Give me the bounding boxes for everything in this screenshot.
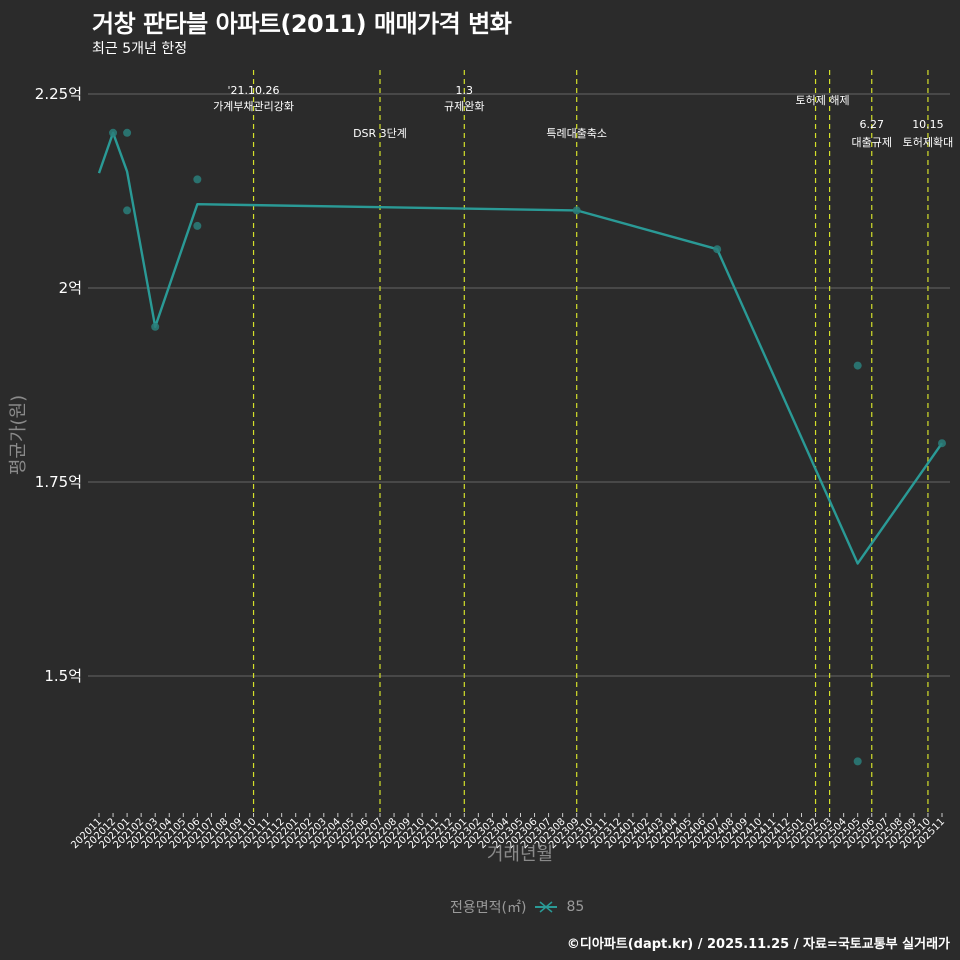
event-annotation: 규제완화 <box>444 100 484 113</box>
trade-point <box>193 175 202 184</box>
trade-point <box>572 206 581 215</box>
event-annotation: 토허제확대 <box>903 136 954 149</box>
trade-point <box>123 128 132 137</box>
event-annotation: 가계부채관리강화 <box>213 100 294 113</box>
trade-point <box>853 361 862 370</box>
chart-subtitle: 최근 5개년 한정 <box>92 41 188 57</box>
event-annotation: 특례대출축소 <box>546 127 607 140</box>
y-tick-label: 1.75억 <box>35 473 82 491</box>
y-tick-label: 2.25억 <box>35 85 82 103</box>
legend: 전용면적(㎡) 85 <box>450 897 584 917</box>
trade-point <box>938 439 946 448</box>
event-annotation: 1.3 <box>456 84 474 97</box>
legend-line-point-icon <box>534 899 558 915</box>
event-annotation: 토허제 해제 <box>796 93 850 107</box>
trade-point <box>193 221 202 230</box>
event-annotation: 10.15 <box>912 118 944 131</box>
event-annotation: DSR 3단계 <box>353 127 407 140</box>
legend-item-85: 85 <box>566 899 585 915</box>
event-annotation: 6.27 <box>860 118 885 131</box>
x-axis: 2020112020122021012021022021032021042021… <box>69 813 947 851</box>
trade-point <box>123 206 132 215</box>
grid-lines <box>88 93 950 677</box>
trade-point <box>713 245 722 254</box>
y-tick-label: 2억 <box>59 279 82 297</box>
source-caption: ©디아파트(dapt.kr) / 2025.11.25 / 자료=국토교통부 실… <box>566 937 950 952</box>
price-line <box>97 131 943 565</box>
trade-point <box>151 322 160 331</box>
y-axis: 1.5억 1.75억 2억 2.25억 <box>35 85 82 685</box>
trade-point <box>853 757 862 766</box>
chart-title: 거창 판타블 아파트(2011) 매매가격 변화 <box>92 10 512 38</box>
event-annotation: 대출규제 <box>852 136 892 149</box>
y-axis-title: 평균가(원) <box>8 395 29 475</box>
legend-title: 전용면적(㎡) <box>450 900 527 916</box>
price-series <box>97 128 946 766</box>
y-tick-label: 1.5억 <box>44 667 82 685</box>
x-axis-title: 거래년월 <box>487 844 553 865</box>
event-annotation: '21.10.26 <box>228 84 280 97</box>
trade-point <box>109 128 118 137</box>
